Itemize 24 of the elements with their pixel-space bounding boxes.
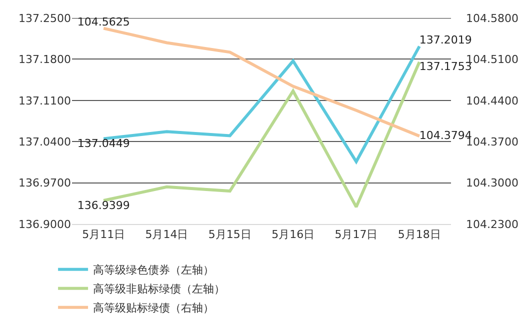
- line-series: [102, 26, 421, 138]
- data-label: 104.3794: [419, 128, 472, 142]
- data-label: 136.9399: [77, 198, 130, 212]
- x-tick-label: 5月16日: [272, 228, 315, 242]
- y-tick-label: 136.9700: [18, 176, 71, 190]
- y-tick-label: 137.1800: [18, 53, 71, 66]
- x-tick-label: 5月15日: [208, 228, 252, 242]
- legend-label: 高等级绿色债券（左轴）: [93, 264, 214, 277]
- y-tick-label: 136.9000: [18, 218, 71, 231]
- y-tick-label: 137.0400: [18, 135, 71, 148]
- data-label: 137.2019: [419, 34, 472, 47]
- y2-tick-label: 104.4400: [466, 94, 518, 108]
- legend-label: 高等级贴标绿债（右轴）: [93, 302, 214, 315]
- y2-tick-label: 104.3000: [466, 176, 518, 190]
- y2-tick-label: 104.2300: [466, 218, 518, 231]
- y-tick-label: 137.1100: [18, 94, 71, 108]
- y2-tick-label: 104.5800: [466, 12, 518, 25]
- y-tick-label: 137.2500: [18, 12, 71, 25]
- legend-label: 高等级非贴标绿债（左轴）: [93, 282, 226, 296]
- x-tick-label: 5月14日: [145, 228, 188, 242]
- x-tick-label: 5月17日: [334, 228, 378, 242]
- x-tick-label: 5月18日: [398, 228, 441, 242]
- data-label: 104.5625: [77, 16, 130, 29]
- x-tick-label: 5月11日: [82, 228, 126, 242]
